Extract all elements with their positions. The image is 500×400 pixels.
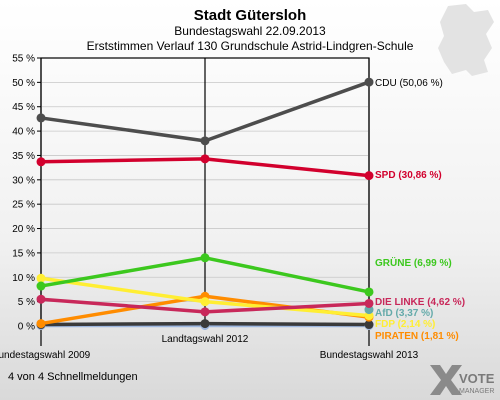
series-label-afd: AfD (3,37 %) xyxy=(375,308,433,319)
data-point-die-linke xyxy=(200,307,210,317)
chart-title: Stadt Gütersloh xyxy=(194,7,307,24)
footer-note: 4 von 4 Schnellmeldungen xyxy=(8,371,138,383)
y-tick-label: 15 % xyxy=(12,248,35,259)
data-point-sonstige xyxy=(200,319,210,329)
data-point-spd xyxy=(200,154,210,164)
logo-vote: VOTE xyxy=(459,371,495,386)
y-tick-label: 55 % xyxy=(12,54,35,65)
series-label-die-linke: DIE LINKE (4,62 %) xyxy=(375,297,465,308)
y-axis-ticks: 0 % 5 % 10 % 15 % 20 % 25 % 30 % 35 % 40 % 45 % 50… xyxy=(12,54,41,333)
series-label-spd: SPD (30,86 %) xyxy=(375,170,442,181)
data-point-cdu xyxy=(200,136,210,146)
data-point-sonstige xyxy=(364,320,374,330)
x-axis-labels: Bundestagswahl 2009 Landtagswahl 2012 Bund… xyxy=(0,334,419,361)
series-points xyxy=(36,77,374,331)
data-point-die-linke xyxy=(364,298,374,308)
data-point-cdu xyxy=(36,113,46,123)
y-tick-label: 25 % xyxy=(12,200,35,211)
data-point-fdp xyxy=(200,297,210,307)
germany-map-icon xyxy=(438,4,494,76)
x-tick-label: Bundestagswahl 2009 xyxy=(0,350,91,361)
data-point-piraten xyxy=(36,319,46,329)
x-mark-icon xyxy=(430,365,462,395)
y-tick-label: 10 % xyxy=(12,273,35,284)
y-tick-label: 20 % xyxy=(12,224,35,235)
series-label-cdu: CDU (50,06 %) xyxy=(375,78,443,89)
x-tick-label: Bundestagswahl 2013 xyxy=(320,350,419,361)
y-tick-label: 35 % xyxy=(12,151,35,162)
series-labels: CDU (50,06 %) SPD (30,86 %) GRÜNE (6,99 %)… xyxy=(375,78,465,342)
data-point-gr-ne xyxy=(364,287,374,297)
y-tick-label: 40 % xyxy=(12,127,35,138)
y-tick-label: 5 % xyxy=(18,297,35,308)
data-point-gr-ne xyxy=(200,253,210,263)
y-tick-label: 30 % xyxy=(12,175,35,186)
series-label-fdp: FDP (2,14 %) xyxy=(375,319,435,330)
chart-subtitle-district: Erststimmen Verlauf 130 Grundschule Astr… xyxy=(87,39,414,53)
x-tick-label: Landtagswahl 2012 xyxy=(162,334,249,345)
data-point-cdu xyxy=(364,77,374,87)
data-point-spd xyxy=(36,157,46,167)
y-tick-label: 0 % xyxy=(18,322,35,333)
series-label-gr-ne: GRÜNE (6,99 %) xyxy=(375,256,452,269)
series-label-piraten: PIRATEN (1,81 %) xyxy=(375,331,459,342)
data-point-spd xyxy=(364,171,374,181)
data-point-gr-ne xyxy=(36,281,46,291)
data-point-fdp xyxy=(36,273,46,283)
grid-lines xyxy=(40,58,370,346)
logo-manager: MANAGER xyxy=(459,388,494,395)
data-point-die-linke xyxy=(36,294,46,304)
votemanager-logo: VOTE MANAGER xyxy=(430,365,495,395)
y-tick-label: 45 % xyxy=(12,102,35,113)
chart-subtitle-date: Bundestagswahl 22.09.2013 xyxy=(174,24,326,38)
y-tick-label: 50 % xyxy=(12,78,35,89)
